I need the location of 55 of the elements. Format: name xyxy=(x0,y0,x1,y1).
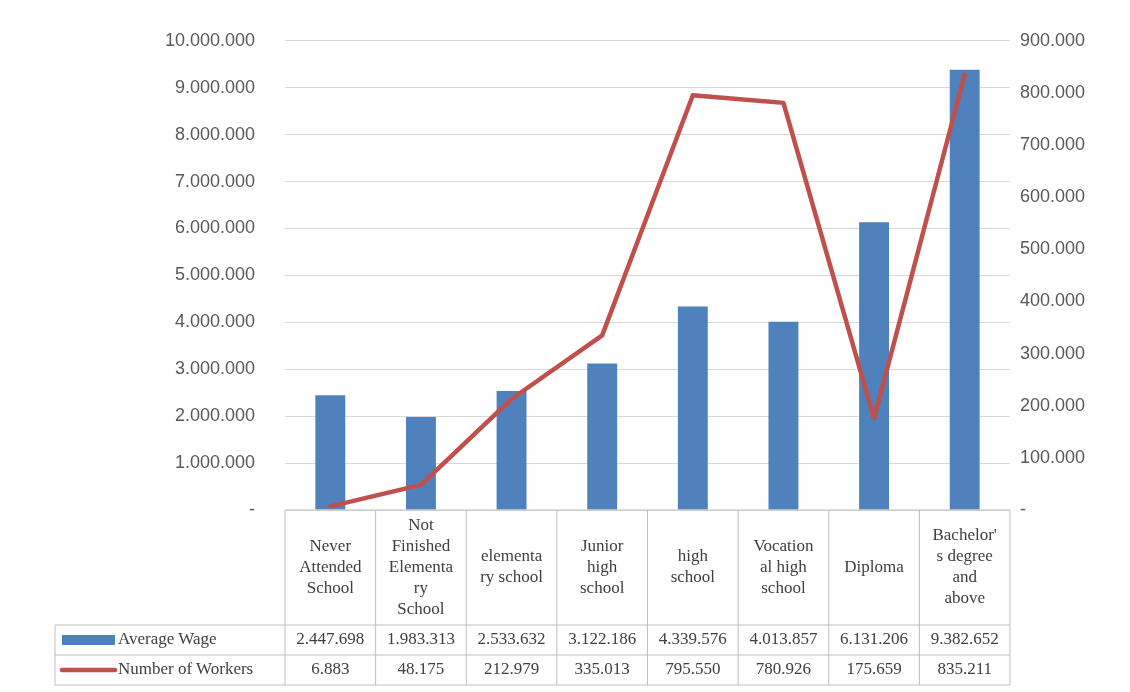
y2-tick-label: 300.000 xyxy=(1020,342,1086,363)
y-tick-label: 4.000.000 xyxy=(174,311,255,332)
y-tick-label: 10.000.000 xyxy=(164,29,255,50)
y2-tick-label: 700.000 xyxy=(1020,134,1086,155)
data-label: 4.013.857 xyxy=(749,629,818,649)
data-label: 2.533.632 xyxy=(477,629,546,649)
x-tick-label: Vocational high school xyxy=(753,535,814,597)
x-tick-label: Never Attended School xyxy=(299,535,362,597)
y2-tick-label: 100.000 xyxy=(1020,446,1086,467)
data-label: 212.979 xyxy=(483,659,540,679)
x-tick-label: high school xyxy=(670,546,716,587)
x-tick-label: Not Finished Elementary School xyxy=(388,514,454,618)
x-tick-label: Junior high school xyxy=(579,535,625,597)
y2-tick-label: 500.000 xyxy=(1020,238,1086,259)
data-label: 1.983.313 xyxy=(386,629,455,649)
x-tick-label: Bachelor's degree and above xyxy=(932,525,997,608)
data-label: 9.382.652 xyxy=(930,629,999,649)
bar xyxy=(949,69,980,510)
y2-tick-label: 900.000 xyxy=(1020,29,1086,50)
bar xyxy=(315,395,346,510)
data-label: 6.883 xyxy=(311,659,350,679)
legend-label: Number of Workers xyxy=(118,659,254,679)
data-label: 795.550 xyxy=(665,659,721,679)
y-tick-label: 6.000.000 xyxy=(174,217,255,238)
bar xyxy=(587,363,618,510)
y2-tick-label: - xyxy=(1020,498,1026,519)
data-label: 6.131.206 xyxy=(840,629,909,649)
y2-tick-label: 600.000 xyxy=(1020,186,1086,207)
data-label: 175.659 xyxy=(846,659,902,679)
data-label: 2.447.698 xyxy=(296,629,365,649)
x-tick-label: elementary school xyxy=(480,546,544,587)
y2-tick-label: 400.000 xyxy=(1020,290,1086,311)
legend-label: Average Wage xyxy=(118,629,217,649)
bar xyxy=(496,391,527,510)
y-tick-label: 2.000.000 xyxy=(174,405,255,426)
bar xyxy=(859,222,890,510)
bar xyxy=(677,306,708,510)
data-label: 835.211 xyxy=(937,659,992,679)
y-tick-label: 7.000.000 xyxy=(174,170,255,191)
y-tick-label: - xyxy=(249,498,255,519)
y-tick-label: 9.000.000 xyxy=(174,76,255,97)
y-tick-label: 5.000.000 xyxy=(174,264,255,285)
y2-tick-label: 800.000 xyxy=(1020,81,1086,102)
y-tick-label: 8.000.000 xyxy=(174,123,255,144)
data-label: 780.926 xyxy=(755,659,812,679)
data-label: 3.122.186 xyxy=(568,629,637,649)
data-label: 335.013 xyxy=(574,659,630,679)
y2-tick-label: 200.000 xyxy=(1020,394,1086,415)
bar xyxy=(405,416,436,510)
x-tick-label: Diploma xyxy=(844,556,905,576)
y-tick-label: 3.000.000 xyxy=(174,358,255,379)
bar xyxy=(768,321,799,510)
y-tick-label: 1.000.000 xyxy=(174,452,255,473)
data-label: 4.339.576 xyxy=(658,629,727,649)
data-label: 48.175 xyxy=(397,659,445,679)
